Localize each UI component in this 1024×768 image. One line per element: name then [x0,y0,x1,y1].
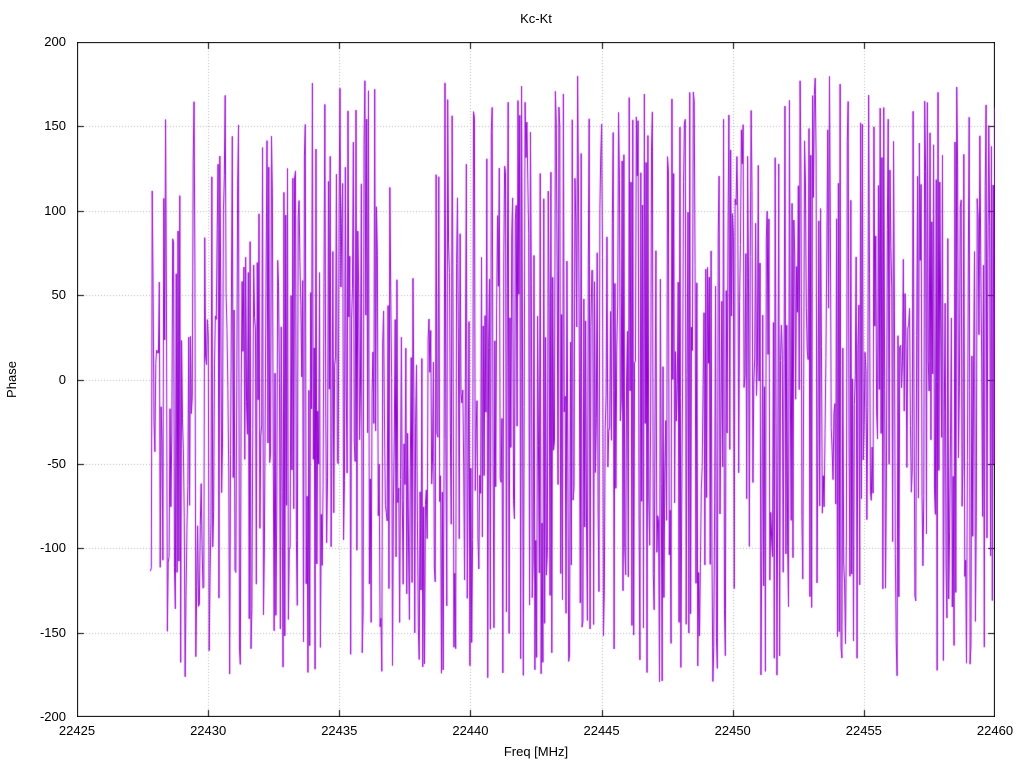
y-tick-label: 0 [58,371,66,387]
x-axis-label: Freq [MHz] [503,744,569,759]
x-tick-label: 22430 [190,723,227,738]
x-tick-label: 22425 [58,723,96,738]
x-tick-label: 22460 [976,723,1014,738]
x-tick-label: 22445 [583,723,620,738]
y-tick-label: -150 [39,624,66,640]
y-tick-label: 100 [44,202,66,218]
y-tick-label: 200 [44,34,66,49]
y-tick-label: 150 [44,118,66,134]
plot-canvas [77,42,995,717]
y-tick-label: -50 [47,455,66,471]
y-tick-label: -100 [39,540,66,556]
x-tick-label: 22435 [321,723,358,738]
x-tick-label: 22450 [714,723,751,738]
chart-title: Kc-Kt [520,11,552,26]
plot-area [77,42,995,717]
x-tick-label: 22440 [452,723,489,738]
y-tick-label: 50 [51,287,66,303]
x-tick-label: 22455 [845,723,882,738]
y-tick-label: -200 [39,709,66,724]
